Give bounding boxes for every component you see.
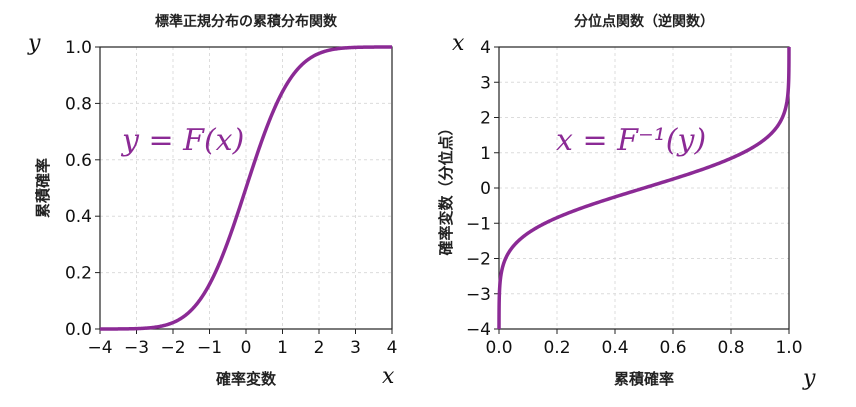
cdf-chart: −4 −3 −2 −1 0 1 2 3 4 0.0 0.2 0.4 0.6 0.8 1.0 標準正規分布の累… <box>27 13 397 389</box>
quantile-y-tick-label: −4 <box>466 320 491 340</box>
quantile-x-tick-label: 0.0 <box>485 338 512 358</box>
quantile-chart: 0.0 0.2 0.4 0.6 0.8 1.0 −4 −3 −2 −1 0 1 2 3 4 分位点関数（逆関… <box>437 13 816 391</box>
cdf-y-tick-label: 0.4 <box>65 207 92 227</box>
cdf-y-tick-label: 0.8 <box>65 94 92 114</box>
quantile-x-tick-label: 0.6 <box>659 338 686 358</box>
cdf-x-tick-label: 1 <box>277 338 288 358</box>
cdf-y-axis-label: 累積確率 <box>34 158 52 218</box>
quantile-y-tick-label: −1 <box>466 214 491 234</box>
quantile-x-tick-label: 0.4 <box>601 338 628 358</box>
cdf-title: 標準正規分布の累積分布関数 <box>155 13 338 30</box>
cdf-x-axis-label: 確率変数 <box>215 370 277 388</box>
quantile-y-tick-label: 4 <box>480 38 491 58</box>
quantile-x-tick-label: 0.2 <box>543 338 570 358</box>
quantile-title: 分位点関数（逆関数） <box>574 13 714 30</box>
quantile-ticks: 0.0 0.2 0.4 0.6 0.8 1.0 −4 −3 −2 −1 0 1 2 3 4 <box>466 38 803 358</box>
cdf-y-tick-label: 1.0 <box>65 38 92 58</box>
quantile-series-line <box>497 47 791 329</box>
quantile-y-tick-label: −2 <box>466 250 491 270</box>
cdf-x-tick-label: −2 <box>160 338 185 358</box>
cdf-y-tick-label: 0.2 <box>65 264 92 284</box>
quantile-y-axis-label: 確率変数（分位点） <box>437 120 455 256</box>
quantile-y-tick-label: 1 <box>480 144 491 164</box>
quantile-y-tick-label: 2 <box>480 109 491 129</box>
cdf-x-tick-label: 0 <box>241 338 252 358</box>
cdf-x-tick-label: −1 <box>197 338 222 358</box>
quantile-x-axis-label: 累積確率 <box>614 370 674 388</box>
cdf-y-tick-label: 0.0 <box>65 320 92 340</box>
cdf-y-tick-label: 0.6 <box>65 151 92 171</box>
cdf-ticks: −4 −3 −2 −1 0 1 2 3 4 0.0 0.2 0.4 0.6 0.8 1.0 <box>65 38 397 358</box>
quantile-corner-y-label: x <box>452 31 465 56</box>
cdf-x-tick-label: 2 <box>314 338 325 358</box>
cdf-annotation: y = F(x) <box>120 123 244 158</box>
quantile-y-tick-label: 0 <box>480 179 491 199</box>
cdf-series-line <box>100 45 392 331</box>
cdf-x-tick-label: −4 <box>87 338 112 358</box>
cdf-corner-y-label: y <box>27 31 41 56</box>
quantile-y-tick-label: −3 <box>466 285 491 305</box>
quantile-corner-x-label: y <box>802 366 816 391</box>
cdf-x-tick-label: 4 <box>387 338 398 358</box>
cdf-x-tick-label: 3 <box>350 338 361 358</box>
quantile-x-tick-label: 1.0 <box>775 338 802 358</box>
cdf-corner-x-label: x <box>382 364 395 389</box>
cdf-x-tick-label: −3 <box>124 338 149 358</box>
quantile-annotation: x = F⁻¹(y) <box>556 123 706 158</box>
quantile-x-tick-label: 0.8 <box>717 338 744 358</box>
quantile-y-tick-label: 3 <box>480 73 491 93</box>
